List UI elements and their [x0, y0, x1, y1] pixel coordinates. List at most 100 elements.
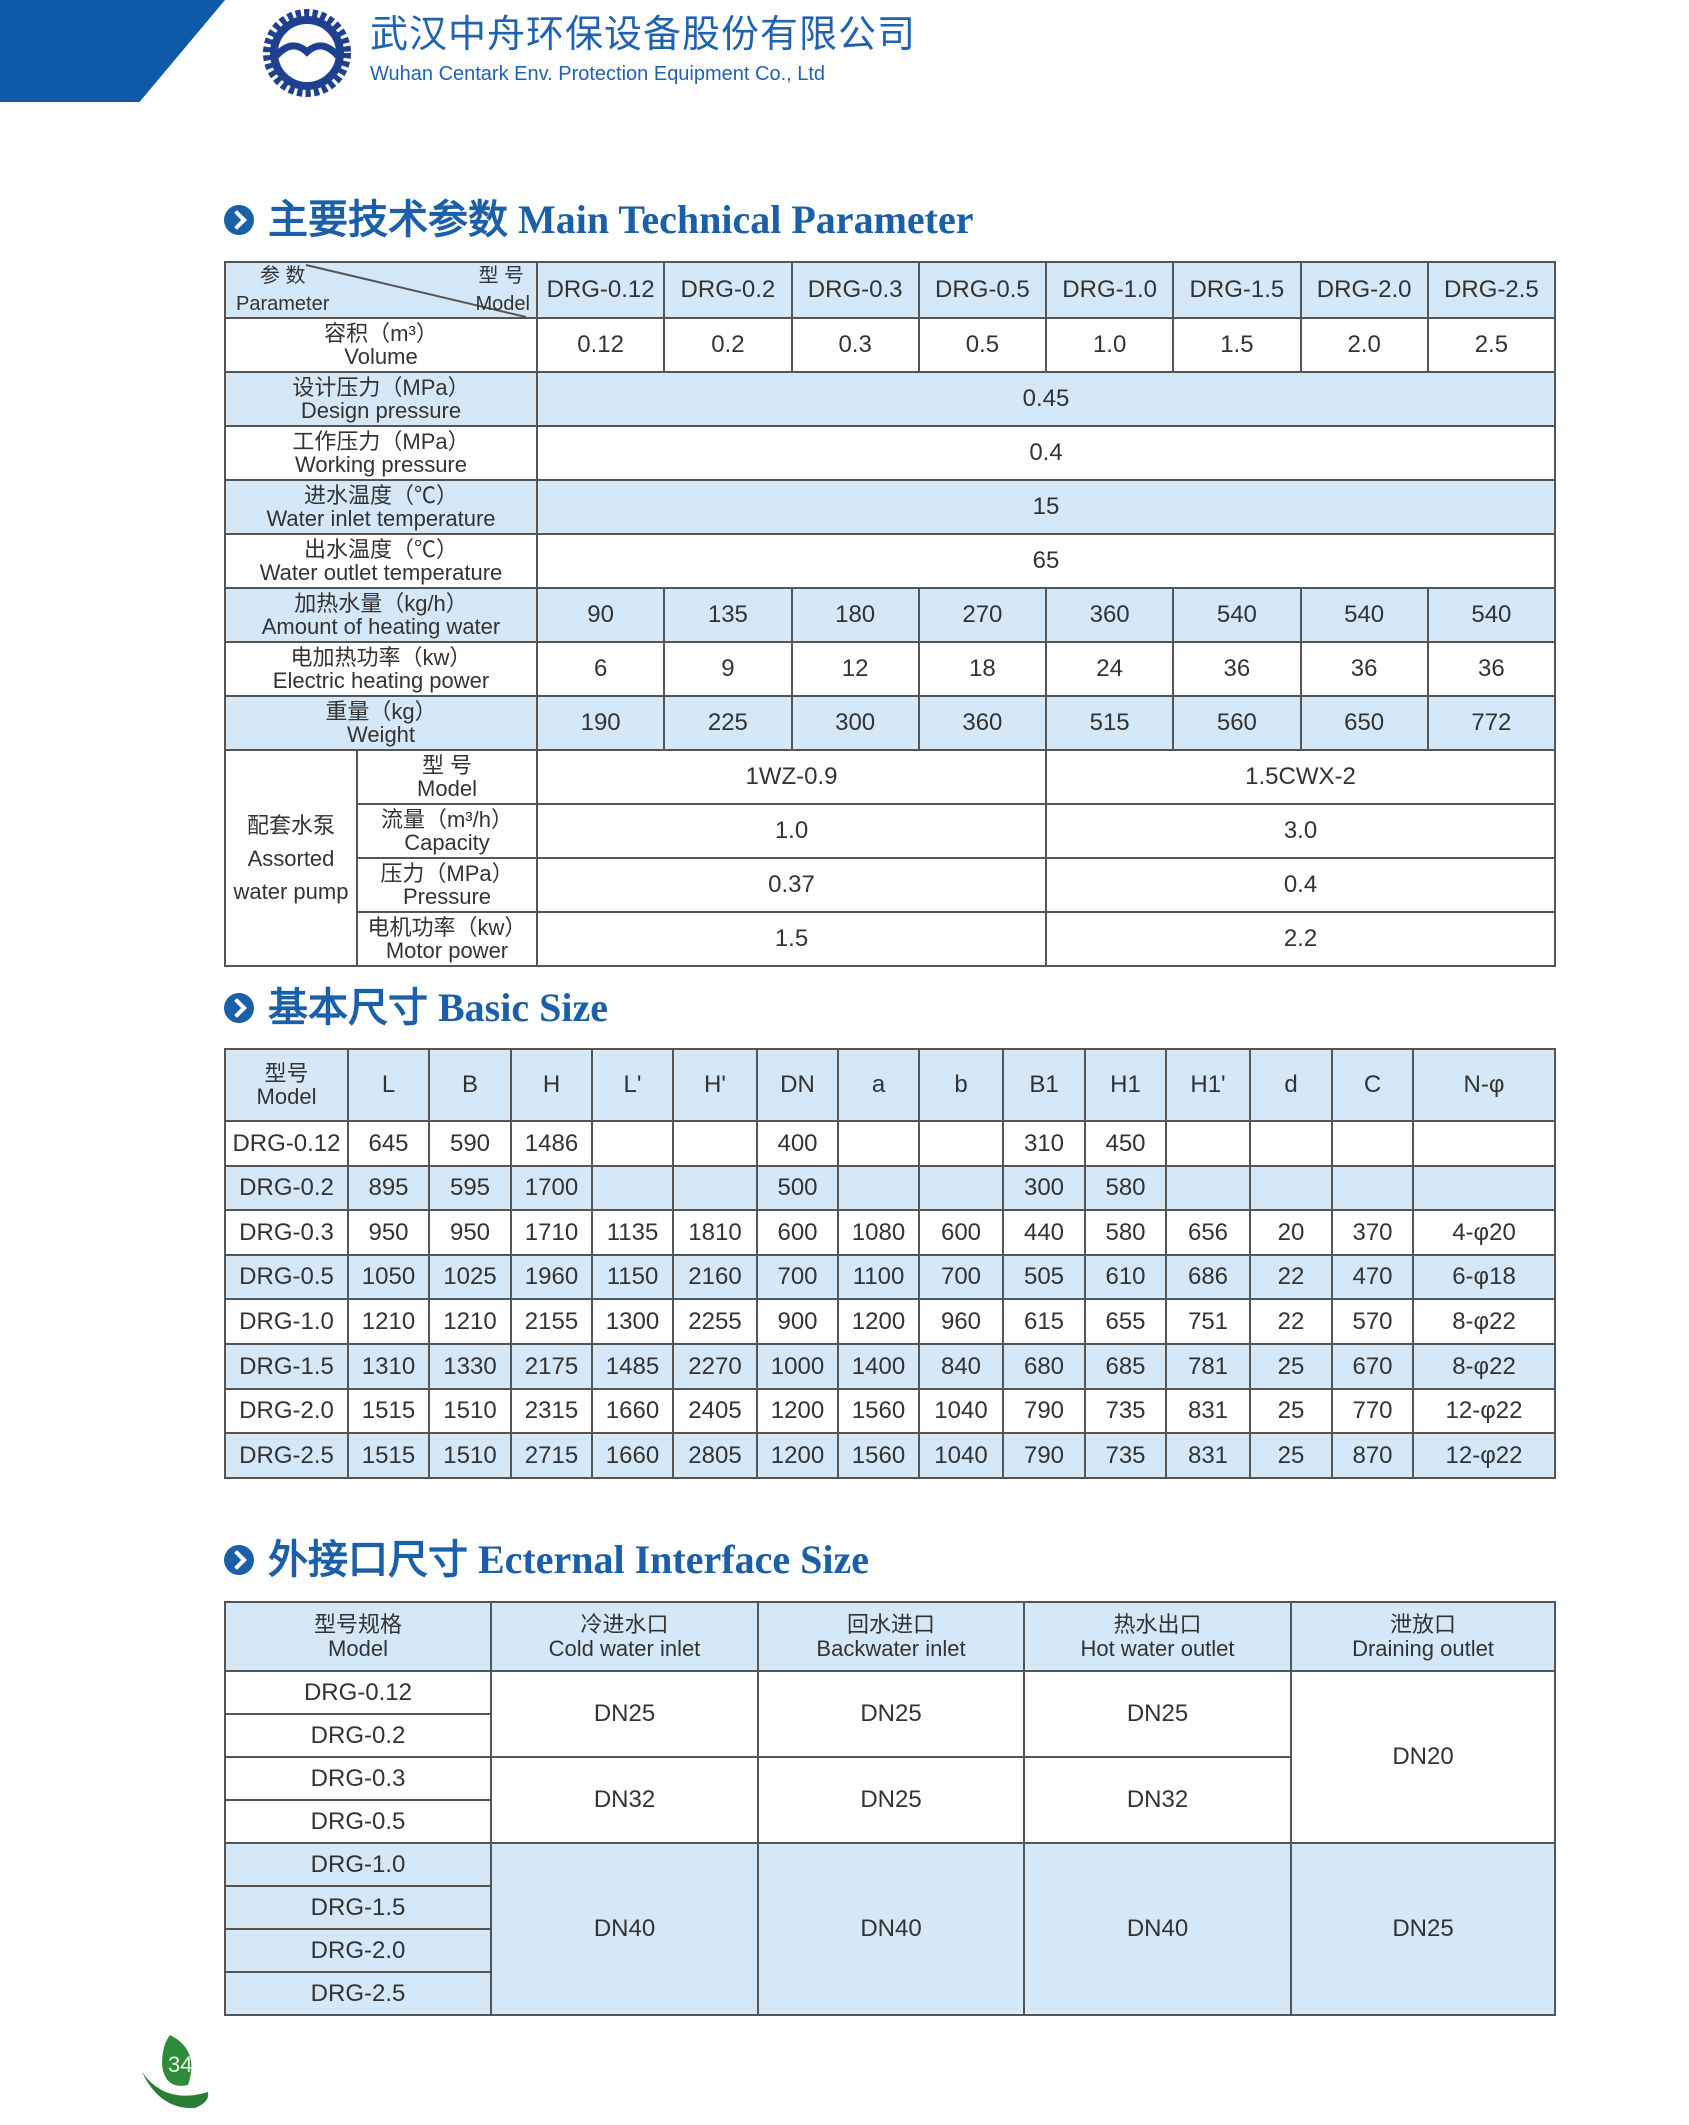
value-cell: 2.0: [1299, 317, 1429, 373]
value-cell: 1100: [837, 1253, 920, 1301]
value: 1000: [770, 1352, 825, 1380]
value: 790: [1023, 1441, 1065, 1469]
value: 1.0: [1092, 331, 1127, 359]
value-cell: [1412, 1120, 1556, 1167]
pump-parameter-label: 流量（m³/h） Capacity: [356, 803, 538, 859]
value: 470: [1352, 1263, 1393, 1291]
column-header-cell: H1': [1165, 1048, 1251, 1122]
column-header-cell: H': [672, 1048, 758, 1122]
label-en: Water outlet temperature: [259, 560, 503, 585]
value: 700: [940, 1263, 982, 1291]
value: DN25: [593, 1700, 656, 1728]
value: 1515: [361, 1397, 416, 1425]
value: 515: [1089, 709, 1130, 737]
model-cell: DRG-1.5: [224, 1885, 492, 1930]
value: 831: [1187, 1441, 1229, 1469]
section-title-interface-size: 外接口尺寸 Ecternal Interface Size: [224, 1536, 869, 1584]
value: 20: [1277, 1218, 1305, 1246]
header-row: 参 数 Parameter 型 号 Model DRG-0.12 DRG-0.2 DRG-0…: [224, 261, 1557, 319]
label-cn: 加热水量（kg/h）: [294, 590, 468, 616]
label-cn: 冷进水口: [580, 1612, 669, 1638]
value: 360: [962, 709, 1003, 737]
value-cell: 950: [347, 1209, 430, 1256]
value: 1560: [851, 1441, 906, 1469]
value-cell: 1200: [837, 1298, 920, 1345]
value-cell: 1200: [756, 1432, 839, 1479]
value-cell: 370: [1331, 1209, 1414, 1256]
value-cell: 9: [663, 641, 793, 697]
value-cell: 1210: [347, 1298, 430, 1345]
model-name: DRG-0.5: [310, 1807, 406, 1835]
value: 1660: [605, 1397, 660, 1425]
column-header: d: [1284, 1071, 1298, 1099]
value: 450: [1105, 1129, 1146, 1157]
column-header-cell: 回水进口 Backwater inlet: [757, 1601, 1025, 1672]
model-cell: DRG-2.0: [224, 1387, 349, 1435]
value-cell: 650: [1299, 695, 1429, 751]
column-header: B1: [1029, 1071, 1059, 1099]
value: 600: [777, 1218, 818, 1246]
pump-value-cell: 2.2: [1045, 911, 1556, 967]
value: 400: [777, 1129, 818, 1157]
value-cell: 1330: [428, 1342, 512, 1390]
column-header-cell: DN: [756, 1048, 839, 1122]
value: 2255: [688, 1308, 742, 1336]
value-cell: 1710: [510, 1209, 593, 1256]
model-name: DRG-1.5: [1189, 276, 1285, 304]
value-cell: 680: [1002, 1342, 1086, 1390]
value-cell: 700: [756, 1253, 839, 1301]
label-cn: 压力（MPa）: [380, 860, 514, 886]
value: 15: [1032, 493, 1060, 521]
value-cell: [1331, 1120, 1414, 1167]
model-cell: DRG-0.2: [224, 1164, 349, 1212]
value: DN25: [860, 1700, 922, 1728]
model-header-cell: DRG-0.2: [663, 261, 793, 319]
model-name: DRG-1.0: [1062, 276, 1157, 304]
value: 0.37: [768, 871, 815, 899]
value-cell: [672, 1120, 758, 1167]
model-cell: DRG-0.12: [224, 1120, 349, 1167]
value: 840: [940, 1352, 982, 1380]
column-header: B: [461, 1071, 478, 1099]
value: 700: [777, 1263, 818, 1291]
value-cell: 190: [535, 695, 666, 751]
table-row: DRG-0.3 DN32 DN25 DN32: [224, 1756, 1555, 1844]
value-cell: 400: [756, 1120, 839, 1167]
value: 595: [449, 1174, 491, 1202]
value-cell: [1165, 1120, 1251, 1167]
label-cn: 设计压力（MPa）: [292, 374, 470, 400]
table-row: DRG-0.3 950 950 1710 1135 1810 600 1080 600 440 58…: [224, 1209, 1556, 1256]
model-header-cell: DRG-1.5: [1172, 261, 1302, 319]
value: 735: [1105, 1441, 1146, 1469]
label-cn: 电加热功率（kw）: [290, 644, 472, 670]
value: 1135: [606, 1218, 659, 1246]
value-cell: 1050: [347, 1253, 430, 1301]
column-header-cell: d: [1249, 1048, 1333, 1122]
model-cell: DRG-2.5: [224, 1432, 349, 1479]
label-cn: 型号: [264, 1060, 309, 1086]
value-cell: 12-φ22: [1412, 1387, 1556, 1435]
value: 1200: [770, 1397, 825, 1425]
table-row: DRG-2.0 1515 1510 2315 1660 2405 1200 1560 1040 7…: [224, 1387, 1556, 1435]
value: 831: [1187, 1397, 1229, 1425]
value: 735: [1105, 1397, 1146, 1425]
pump-row: 流量（m³/h） Capacity 1.0 3.0: [225, 803, 1556, 859]
value-cell: 1310: [347, 1342, 430, 1390]
parameter-label-cell: 重量（kg） Weight: [224, 695, 538, 751]
value-cell: 0.2: [663, 317, 793, 373]
column-header: L: [381, 1071, 396, 1099]
column-header-cell: a: [837, 1048, 920, 1122]
param-en: Parameter: [236, 293, 330, 315]
value: 950: [449, 1218, 491, 1246]
value-cell: 515: [1044, 695, 1175, 751]
parameter-label-cell: 设计压力（MPa） Design pressure: [224, 371, 538, 427]
value-cell: 770: [1331, 1387, 1414, 1435]
label-cn: 进水温度（℃）: [303, 482, 458, 508]
model-header-cell: DRG-0.3: [790, 261, 920, 319]
hot-outlet-cell: DN25: [1023, 1670, 1292, 1758]
value-cell: 505: [1002, 1253, 1086, 1301]
column-header: a: [871, 1071, 886, 1099]
draining-outlet-cell: DN20: [1290, 1670, 1556, 1844]
value: 670: [1352, 1352, 1393, 1380]
value: 1710: [524, 1218, 579, 1246]
